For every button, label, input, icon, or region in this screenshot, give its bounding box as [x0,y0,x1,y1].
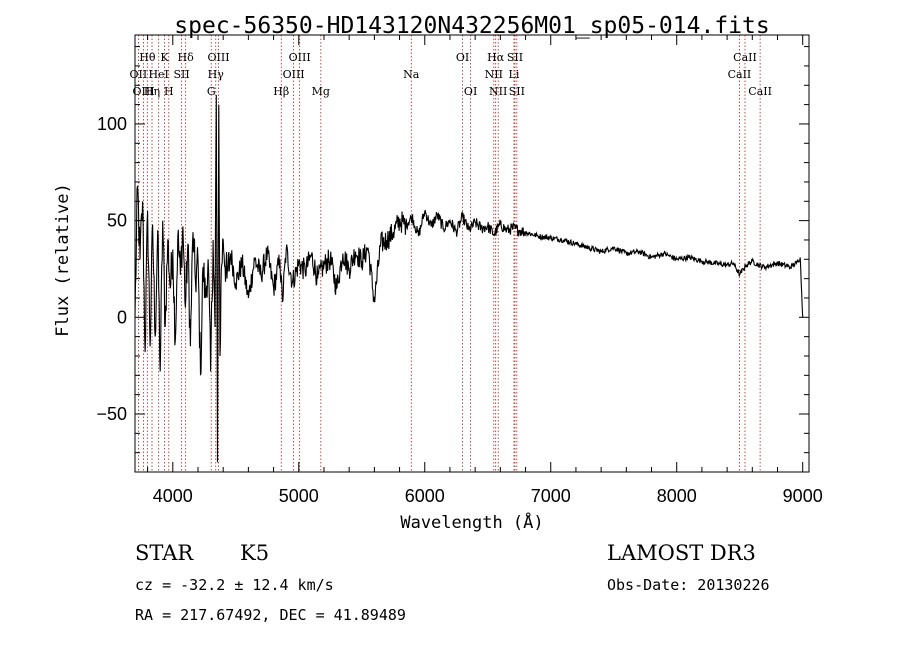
emission-line-label: Hβ [273,85,289,98]
emission-line-markers [138,35,761,472]
spectral-subclass: K5 [240,541,269,565]
spectrum-line [134,94,804,463]
y-tick-label: −50 [96,404,127,424]
x-tick-label: 6000 [405,486,445,506]
y-axis-label: Flux (relative) [53,183,73,337]
x-tick-label: 7000 [531,486,571,506]
y-tick-label: 100 [97,114,127,134]
x-tick-label: 5000 [279,486,319,506]
emission-line-label: Hα [487,51,505,64]
emission-line-label: Hγ [208,68,225,81]
plot-frame [134,34,810,473]
emission-line-label: Hδ [178,51,195,64]
emission-line-label: Na [403,68,420,81]
emission-line-label: Mg [312,85,330,98]
sky-coordinates: RA = 217.67492, DEC = 41.89489 [135,606,406,624]
emission-line-label: HeI [148,68,168,81]
emission-line-label: NII [485,68,503,81]
emission-line-label: CaII [728,68,752,81]
observation-date: Obs-Date: 20130226 [607,576,770,594]
emission-line-label: H [164,85,174,98]
emission-line-label: G [207,85,216,98]
y-tick-label: 0 [117,307,127,327]
emission-line-label: OIII [207,51,229,64]
x-tick-label: 8000 [657,486,697,506]
x-tick-label: 4000 [153,486,193,506]
emission-line-label: Hη [144,85,160,98]
x-axis-ticks: 4000 5000 6000 7000 8000 9000 [147,35,823,506]
emission-line-label: OIII [289,51,311,64]
emission-line-label: OII [130,68,148,81]
emission-line-label: OI [464,85,477,98]
y-axis-ticks: −50 0 50 100 [96,46,809,454]
emission-line-label: CaII [748,85,772,98]
emission-line-label: K [160,51,169,64]
emission-line-label: OI [456,51,469,64]
emission-line-label: SII [173,68,189,81]
emission-line-label: CaII [733,51,757,64]
emission-line-label: OIII [283,68,305,81]
emission-line-label: SII [507,51,523,64]
emission-line-label: SII [509,85,525,98]
survey-name: LAMOST DR3 [607,541,756,565]
redshift-velocity: cz = -32.2 ± 12.4 km/s [135,576,334,594]
x-axis-label: Wavelength (Å) [400,511,543,533]
object-class: STAR [135,541,194,565]
y-tick-label: 50 [107,211,127,231]
x-tick-label: 9000 [783,486,823,506]
emission-line-label: Hθ [139,51,156,64]
emission-line-label: Li [509,68,520,81]
emission-line-label: NII [489,85,507,98]
emission-line-label: OIII [133,85,155,98]
